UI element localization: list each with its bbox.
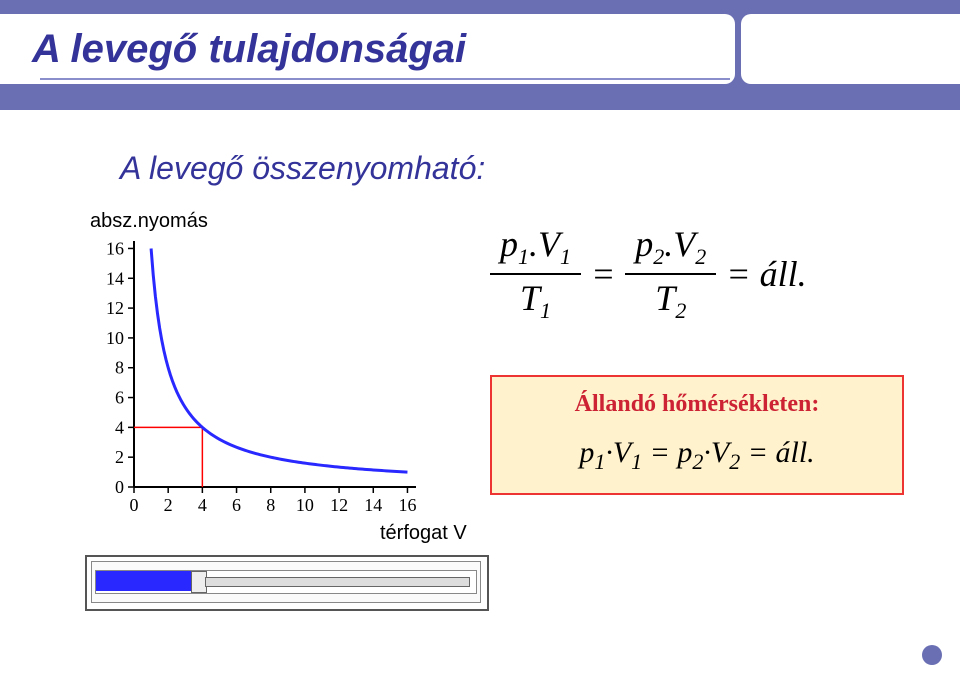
svg-text:0: 0 — [130, 495, 139, 515]
piston-rod — [205, 577, 471, 587]
pv-chart: 0 2 4 6 8 10 12 14 16 0 2 4 6 8 10 12 14 16 — [92, 235, 422, 515]
svg-text:8: 8 — [115, 358, 124, 378]
frac1-den: T1 — [510, 279, 561, 323]
svg-text:12: 12 — [330, 495, 348, 515]
equals-const: = áll. — [726, 253, 806, 295]
frac1-bar — [490, 273, 581, 275]
svg-text:4: 4 — [115, 417, 124, 437]
slide: A levegő tulajdonságai A levegő összenyo… — [0, 0, 960, 683]
svg-text:16: 16 — [106, 238, 124, 258]
frac2-den: T2 — [645, 279, 696, 323]
frac2-num: p2.V2 — [625, 225, 716, 269]
svg-text:14: 14 — [106, 268, 124, 288]
title-underline — [40, 78, 730, 80]
svg-text:10: 10 — [106, 328, 124, 348]
svg-text:0: 0 — [115, 477, 124, 497]
chart-ylabel: absz.nyomás — [90, 210, 208, 233]
piston-fluid — [96, 571, 191, 591]
boyle-box: Állandó hőmérsékleten: p1·V1 = p2·V2 = á… — [490, 375, 904, 495]
subtitle: A levegő összenyomható: — [120, 150, 485, 187]
equals-1: = — [591, 253, 615, 295]
svg-text:16: 16 — [398, 495, 416, 515]
svg-text:12: 12 — [106, 298, 124, 318]
slide-title: A levegő tulajdonságai — [32, 27, 466, 72]
svg-text:14: 14 — [364, 495, 382, 515]
svg-text:4: 4 — [198, 495, 207, 515]
svg-text:10: 10 — [296, 495, 314, 515]
header-right-card — [741, 14, 960, 84]
frac2-bar — [625, 273, 716, 275]
frac1-num: p1.V1 — [490, 225, 581, 269]
chart-xlabel: térfogat V — [380, 522, 467, 545]
piston-diagram — [85, 555, 485, 607]
slide-bullet-icon — [922, 645, 942, 665]
fraction-2: p2.V2 T2 — [625, 225, 716, 324]
svg-text:6: 6 — [115, 388, 124, 408]
svg-text:8: 8 — [266, 495, 275, 515]
svg-text:2: 2 — [164, 495, 173, 515]
title-card: A levegő tulajdonságai — [0, 14, 735, 84]
gas-law-equation: p1.V1 T1 = p2.V2 T2 = áll. — [490, 225, 920, 324]
svg-text:6: 6 — [232, 495, 241, 515]
boyle-header: Állandó hőmérsékleten: — [502, 391, 892, 418]
svg-text:2: 2 — [115, 447, 124, 467]
boyle-formula: p1·V1 = p2·V2 = áll. — [502, 436, 892, 475]
fraction-1: p1.V1 T1 — [490, 225, 581, 324]
